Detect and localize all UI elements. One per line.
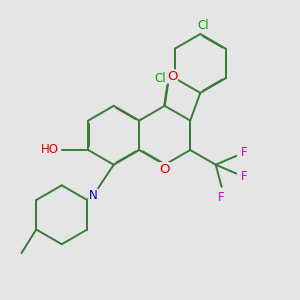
Text: Cl: Cl: [197, 19, 209, 32]
Text: HO: HO: [41, 143, 59, 157]
Text: O: O: [160, 163, 170, 176]
Text: Cl: Cl: [154, 72, 166, 85]
Text: F: F: [240, 170, 247, 183]
Text: F: F: [240, 146, 247, 159]
Text: F: F: [218, 190, 225, 204]
Text: N: N: [89, 189, 98, 202]
Text: O: O: [167, 70, 177, 83]
